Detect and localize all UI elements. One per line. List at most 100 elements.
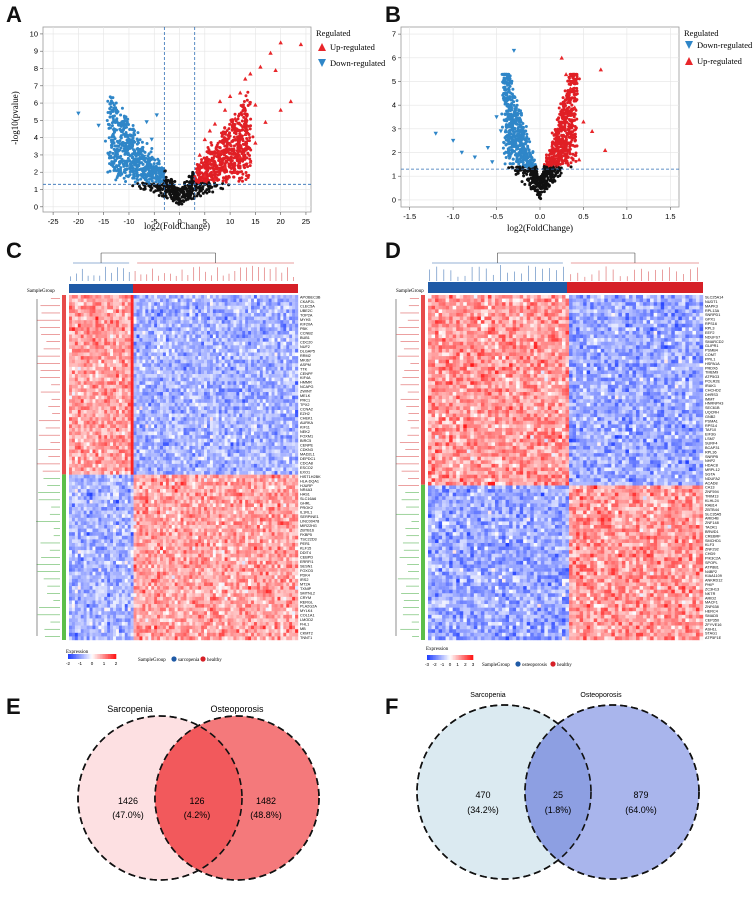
cloud-point xyxy=(158,186,162,190)
heatmap-cell xyxy=(136,366,140,371)
cloud-point xyxy=(548,161,552,165)
y-tick-label: 4 xyxy=(392,101,396,110)
heatmap-cell xyxy=(139,320,143,324)
cloud-point xyxy=(519,128,523,132)
heatmap-cell xyxy=(186,356,190,360)
heatmap-cell xyxy=(262,348,266,353)
cloud-point xyxy=(131,166,135,170)
heatmap-cell xyxy=(157,305,161,310)
heatmap-cell xyxy=(295,312,299,317)
heatmap-cell xyxy=(118,298,123,303)
heatmap-cell xyxy=(110,330,114,335)
heatmap-cell xyxy=(80,305,84,310)
heatmap-cell xyxy=(224,295,228,299)
heatmap-cell xyxy=(186,352,190,357)
heatmap-cell xyxy=(180,352,184,357)
heatmap-cell xyxy=(71,298,76,303)
heatmap-cell xyxy=(127,377,131,382)
heatmap-cell xyxy=(95,363,99,368)
heatmap-cell xyxy=(80,334,84,339)
heatmap-cell xyxy=(289,377,293,382)
heatmap-cell xyxy=(183,352,187,357)
heatmap-cell xyxy=(236,348,240,353)
heatmap-cell xyxy=(118,356,123,360)
heatmap-cell xyxy=(248,363,252,368)
cloud-point xyxy=(228,122,232,126)
cloud-point xyxy=(127,137,131,141)
heatmap-cell xyxy=(206,356,211,360)
cloud-point xyxy=(574,126,578,130)
heatmap-cell xyxy=(204,305,208,310)
heatmap-cell xyxy=(127,363,131,368)
cloud-point xyxy=(170,197,174,201)
heatmap-cell xyxy=(118,348,123,353)
heatmap-cell xyxy=(130,352,134,357)
heatmap-cell xyxy=(145,366,149,371)
heatmap-cell xyxy=(95,345,99,350)
heatmap-cell xyxy=(195,341,199,346)
heatmap-cell xyxy=(259,305,263,310)
heatmap-cell xyxy=(209,302,214,306)
heatmap-cell xyxy=(268,327,272,332)
heatmap-cell xyxy=(98,356,102,360)
heatmap-cell xyxy=(77,334,81,339)
heatmap-cell xyxy=(98,309,102,314)
cloud-point xyxy=(247,132,251,136)
heatmap-cell xyxy=(145,374,149,378)
heatmap-cell xyxy=(259,320,263,324)
heatmap-cell xyxy=(121,359,125,364)
heatmap-cell xyxy=(121,356,125,360)
cloud-point xyxy=(205,188,209,192)
heatmap-cell xyxy=(265,312,269,317)
heatmap-cell xyxy=(77,330,81,335)
cloud-point xyxy=(241,128,245,132)
heatmap-cell xyxy=(133,327,137,332)
heatmap-cell xyxy=(121,370,125,375)
heatmap-cell xyxy=(154,334,158,339)
cloud-point xyxy=(114,178,118,182)
heatmap-cell xyxy=(201,348,205,353)
heatmap-cell xyxy=(115,334,120,339)
heatmap-cell xyxy=(165,345,170,350)
heatmap-cell xyxy=(283,352,287,357)
heatmap-cell xyxy=(233,330,237,335)
heatmap-cell xyxy=(224,359,228,364)
heatmap-cell xyxy=(86,334,90,339)
heatmap-cell xyxy=(286,309,290,314)
heatmap-cell xyxy=(221,348,225,353)
heatmap-cell xyxy=(101,316,105,321)
cloud-point xyxy=(564,157,568,161)
heatmap-cell xyxy=(242,345,246,350)
heatmap-cell xyxy=(283,323,287,328)
cloud-point xyxy=(125,125,129,129)
heatmap-cell xyxy=(168,356,172,360)
heatmap-cell xyxy=(295,341,299,346)
heatmap-cell xyxy=(118,316,123,321)
heatmap-cell xyxy=(171,323,175,328)
heatmap-cell xyxy=(133,312,137,317)
heatmap-cell xyxy=(145,316,149,321)
heatmap-cell xyxy=(183,377,187,382)
heatmap-cell xyxy=(224,356,228,360)
heatmap-cell xyxy=(195,352,199,357)
heatmap-cell xyxy=(157,370,161,375)
heatmap-cell xyxy=(174,341,178,346)
cloud-point xyxy=(573,90,577,94)
cloud-point xyxy=(552,154,556,158)
heatmap-cell xyxy=(80,359,84,364)
cloud-point xyxy=(210,143,214,147)
heatmap-cell xyxy=(280,366,284,371)
heatmap-cell xyxy=(209,316,214,321)
cloud-point xyxy=(105,119,109,123)
heatmap-cell xyxy=(171,312,175,317)
heatmap-cell xyxy=(77,302,81,306)
cloud-point xyxy=(516,118,520,122)
heatmap-cell xyxy=(265,359,269,364)
cloud-point xyxy=(132,149,136,153)
heatmap-cell xyxy=(206,334,211,339)
heatmap-cell xyxy=(218,316,222,321)
heatmap-cell xyxy=(195,338,199,342)
cloud-point xyxy=(232,175,236,179)
heatmap-cell xyxy=(110,295,114,299)
heatmap-cell xyxy=(239,330,243,335)
